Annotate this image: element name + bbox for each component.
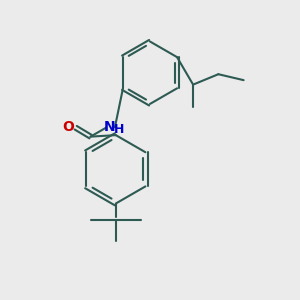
Text: O: O: [62, 120, 74, 134]
Text: H: H: [114, 123, 124, 136]
Text: N: N: [104, 120, 116, 134]
